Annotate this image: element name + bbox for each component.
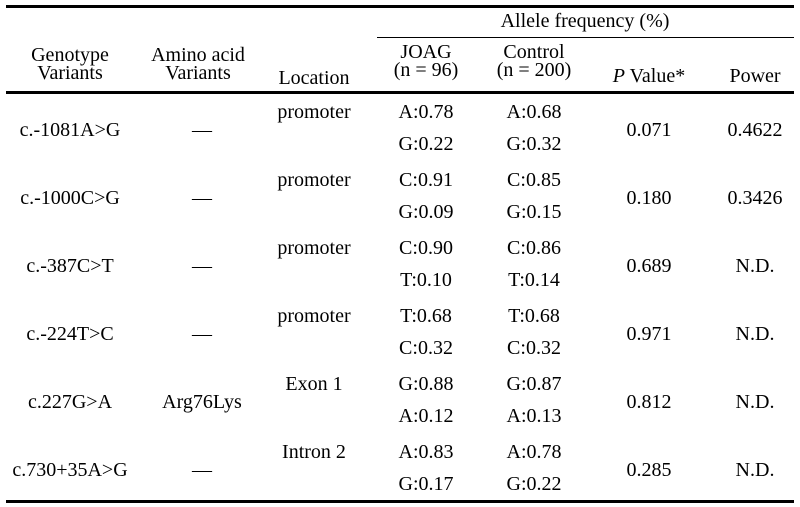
allele-frequency-group-header: Allele frequency (%) (500, 10, 670, 32)
top-rule (6, 5, 794, 8)
power-cell: 0.4622 (727, 119, 783, 141)
genotype-header: Genotype Variants (31, 44, 109, 84)
control-allele-1: T:0.68 (508, 305, 560, 327)
power-cell: 0.3426 (727, 187, 783, 209)
genotype-cell: c.-387C>T (26, 255, 114, 277)
control-allele-1: A:0.68 (506, 101, 562, 123)
joag-allele-1: C:0.91 (399, 169, 453, 191)
p-value-cell: 0.812 (626, 391, 672, 413)
joag-allele-1: C:0.90 (399, 237, 453, 259)
power-header: Power (729, 65, 781, 87)
genotype-cell: c.-1081A>G (19, 119, 121, 141)
amino-acid-cell: Arg76Lys (162, 391, 242, 413)
control-allele-2: G:0.32 (506, 133, 562, 155)
amino-acid-cell: — (192, 323, 212, 345)
power-cell: N.D. (735, 459, 775, 481)
control-allele-1: C:0.85 (507, 169, 561, 191)
header-rule (6, 91, 794, 94)
joag-allele-1: T:0.68 (400, 305, 452, 327)
location-cell: Intron 2 (282, 441, 346, 463)
control-allele-2: C:0.32 (507, 337, 561, 359)
genotype-cell: c.227G>A (27, 391, 113, 413)
amino-acid-cell: — (192, 119, 212, 141)
p-value-cell: 0.180 (626, 187, 672, 209)
control-allele-1: A:0.78 (506, 441, 562, 463)
location-cell: promoter (277, 169, 351, 191)
control-allele-1: C:0.86 (507, 237, 561, 259)
power-cell: N.D. (735, 323, 775, 345)
joag-allele-2: T:0.10 (400, 269, 452, 291)
genotype-cell: c.730+35A>G (12, 459, 128, 481)
bottom-rule (6, 500, 794, 503)
location-cell: Exon 1 (285, 373, 343, 395)
control-allele-1: G:0.87 (506, 373, 562, 395)
amino-acid-header: Amino acid Variants (151, 44, 245, 84)
control-allele-2: T:0.14 (508, 269, 560, 291)
joag-allele-2: C:0.32 (399, 337, 453, 359)
joag-allele-2: G:0.09 (398, 201, 454, 223)
control-allele-2: G:0.15 (506, 201, 562, 223)
location-cell: promoter (277, 305, 351, 327)
group-underline (377, 37, 794, 38)
location-cell: promoter (277, 101, 351, 123)
power-cell: N.D. (735, 391, 775, 413)
control-allele-2: G:0.22 (506, 473, 562, 495)
p-value-cell: 0.285 (626, 459, 672, 481)
joag-allele-1: A:0.83 (398, 441, 454, 463)
joag-allele-1: G:0.88 (398, 373, 454, 395)
joag-allele-2: A:0.12 (398, 405, 454, 427)
control-allele-2: A:0.13 (506, 405, 562, 427)
location-header: Location (278, 67, 350, 89)
power-cell: N.D. (735, 255, 775, 277)
joag-allele-2: G:0.22 (398, 133, 454, 155)
joag-allele-1: A:0.78 (398, 101, 454, 123)
p-value-cell: 0.071 (626, 119, 672, 141)
amino-acid-cell: — (192, 459, 212, 481)
location-cell: promoter (277, 237, 351, 259)
p-value-cell: 0.971 (626, 323, 672, 345)
genotype-cell: c.-1000C>G (20, 187, 120, 209)
joag-header: JOAG (n = 96) (393, 41, 459, 81)
p-value-cell: 0.689 (626, 255, 672, 277)
genotype-cell: c.-224T>C (26, 323, 114, 345)
amino-acid-cell: — (192, 187, 212, 209)
p-value-header: P Value* (612, 65, 686, 87)
control-header: Control (n = 200) (496, 41, 572, 81)
joag-allele-2: G:0.17 (398, 473, 454, 495)
amino-acid-cell: — (192, 255, 212, 277)
